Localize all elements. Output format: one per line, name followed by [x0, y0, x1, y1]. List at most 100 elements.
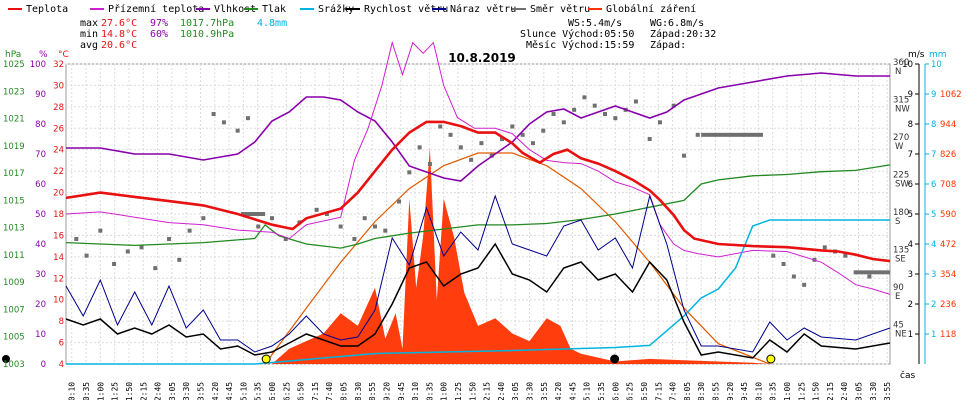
- stat-max-press: 1017.7hPa: [180, 18, 234, 29]
- wind-dir-point: [551, 112, 556, 116]
- wind-dir-point: [201, 216, 206, 221]
- dewpoint-line: [65, 40, 891, 295]
- pressure-tick: 1013: [3, 224, 25, 234]
- axis-unit-pct: %: [39, 50, 48, 60]
- pressure-tick: 1015: [3, 196, 25, 206]
- direction-label: E: [895, 292, 900, 302]
- x-tick-label: 13:55: [540, 382, 549, 400]
- wind-dir-point: [373, 224, 377, 229]
- ms-tick: 7: [908, 150, 913, 160]
- info-block: WS:5.4m/s WG:6.8m/s Slunce Východ:05:50 …: [520, 18, 716, 51]
- x-tick-label: 17:40: [669, 382, 678, 400]
- mm-tick: 9: [931, 90, 936, 100]
- axis-unit-time: čas: [900, 370, 915, 381]
- x-tick-label: 11:50: [468, 382, 477, 400]
- temp-tick: 32: [53, 60, 64, 70]
- sunset-marker: [766, 354, 776, 364]
- mm-tick: 10: [931, 60, 942, 70]
- mm-tick: 5: [931, 210, 936, 220]
- temp-tick: 24: [53, 146, 64, 156]
- legend-label-dewpoint: Přízemní teplota: [108, 3, 204, 15]
- wind-dir-point: [582, 95, 587, 100]
- wind-dir-point: [427, 162, 432, 166]
- humidity-line: [66, 72, 890, 182]
- x-tick-label: 19:45: [740, 382, 749, 400]
- stat-max-hum: 97%: [150, 18, 168, 29]
- x-tick-label: 23:30: [869, 382, 878, 400]
- x-tick-label: 23:05: [855, 382, 864, 400]
- humidity-tick: 90: [35, 90, 46, 100]
- x-tick-label: 21:00: [783, 382, 792, 400]
- x-tick-label: 18:05: [683, 382, 692, 400]
- x-tick-label: 11:00: [440, 382, 449, 400]
- x-tick-label: 13:30: [526, 382, 535, 400]
- x-tick-label: 03:55: [196, 382, 205, 400]
- wind-dir-point: [362, 216, 367, 221]
- stat-min-press: 1010.9hPa: [180, 29, 234, 40]
- gust-line: [65, 194, 891, 353]
- wind-dir-point: [657, 120, 662, 125]
- x-tick-label: 19:20: [726, 382, 735, 400]
- x-tick-label: 01:50: [125, 382, 134, 400]
- wind-dir-point: [245, 116, 250, 121]
- wind-dir-point: [613, 116, 618, 121]
- humidity-tick: 100: [30, 60, 46, 70]
- ms-tick: 5: [908, 210, 913, 220]
- direction-label: SW: [895, 180, 909, 190]
- x-tick-label: 22:15: [826, 382, 835, 400]
- wind-dir-point: [98, 228, 103, 233]
- chart-title: 10.8.2019: [448, 51, 516, 65]
- x-tick-label: 18:55: [711, 382, 720, 400]
- temp-tick: 20: [53, 189, 64, 199]
- solar-tick: 354: [940, 270, 956, 280]
- temp-tick: 28: [53, 103, 64, 113]
- stats-block: max 27.6°C 97% 1017.7hPa 4.8mm min 14.8°…: [80, 18, 287, 51]
- axis-unit-mm: mm: [929, 50, 947, 60]
- x-tick-label: 03:05: [168, 382, 177, 400]
- x-tick-label: 05:35: [254, 382, 263, 400]
- wind-dir-point: [448, 132, 453, 137]
- x-tick-label: 01:00: [96, 382, 105, 400]
- x-tick-label: 04:45: [225, 382, 234, 400]
- x-tick-label: 07:15: [311, 382, 320, 400]
- wind-dir-point: [541, 128, 546, 133]
- wind-dir-point: [283, 237, 288, 241]
- x-tick-label: 12:15: [483, 382, 492, 400]
- x-tick-label: 22:40: [840, 382, 849, 400]
- direction-label: SE: [895, 255, 906, 265]
- stat-max-precip: 4.8mm: [257, 18, 287, 29]
- x-tick-label: 13:05: [511, 382, 520, 400]
- humidity-tick: 0: [41, 360, 46, 370]
- x-tick-label: 00:10: [68, 382, 77, 400]
- wind-dir-point: [843, 253, 848, 258]
- legend-label-precip: Srážky: [318, 3, 354, 15]
- ms-tick: 9: [908, 90, 913, 100]
- x-tick-label: 06:25: [282, 382, 291, 400]
- wind-dir-point: [167, 237, 171, 241]
- wind-dir-point: [500, 137, 505, 141]
- temp-tick: 22: [53, 167, 64, 177]
- mm-tick: 7: [931, 150, 936, 160]
- legend-label-gust: Náraz větru: [450, 3, 516, 15]
- wind-dir-point: [153, 266, 158, 271]
- info-ws: WS:5.4m/s: [568, 18, 622, 29]
- solar-tick: 1062: [940, 90, 962, 100]
- info-sunrise: Slunce Východ:05:50: [520, 28, 634, 40]
- x-tick-label: 08:05: [340, 382, 349, 400]
- wind-dir-bar: [701, 132, 763, 137]
- x-tick-label: 06:00: [268, 382, 277, 400]
- wind-dir-point: [112, 262, 117, 266]
- x-tick-label: 09:20: [382, 382, 391, 400]
- x-tick-label: 00:35: [82, 382, 91, 400]
- axes: 00:10 00:35 01:00 01:25 01:50 02:15 02:40 03:05…: [3, 58, 962, 400]
- stat-min-hum: 60%: [150, 29, 168, 40]
- mm-tick: 2: [931, 300, 936, 310]
- temp-tick: 26: [53, 124, 64, 134]
- wind-dir-point: [383, 228, 388, 233]
- x-tick-label: 05:10: [239, 382, 248, 400]
- x-tick-label: 10:35: [425, 382, 434, 400]
- moon-marker-left: [2, 355, 10, 363]
- wind-dir-bar: [241, 212, 266, 216]
- mm-tick: 8: [931, 120, 936, 130]
